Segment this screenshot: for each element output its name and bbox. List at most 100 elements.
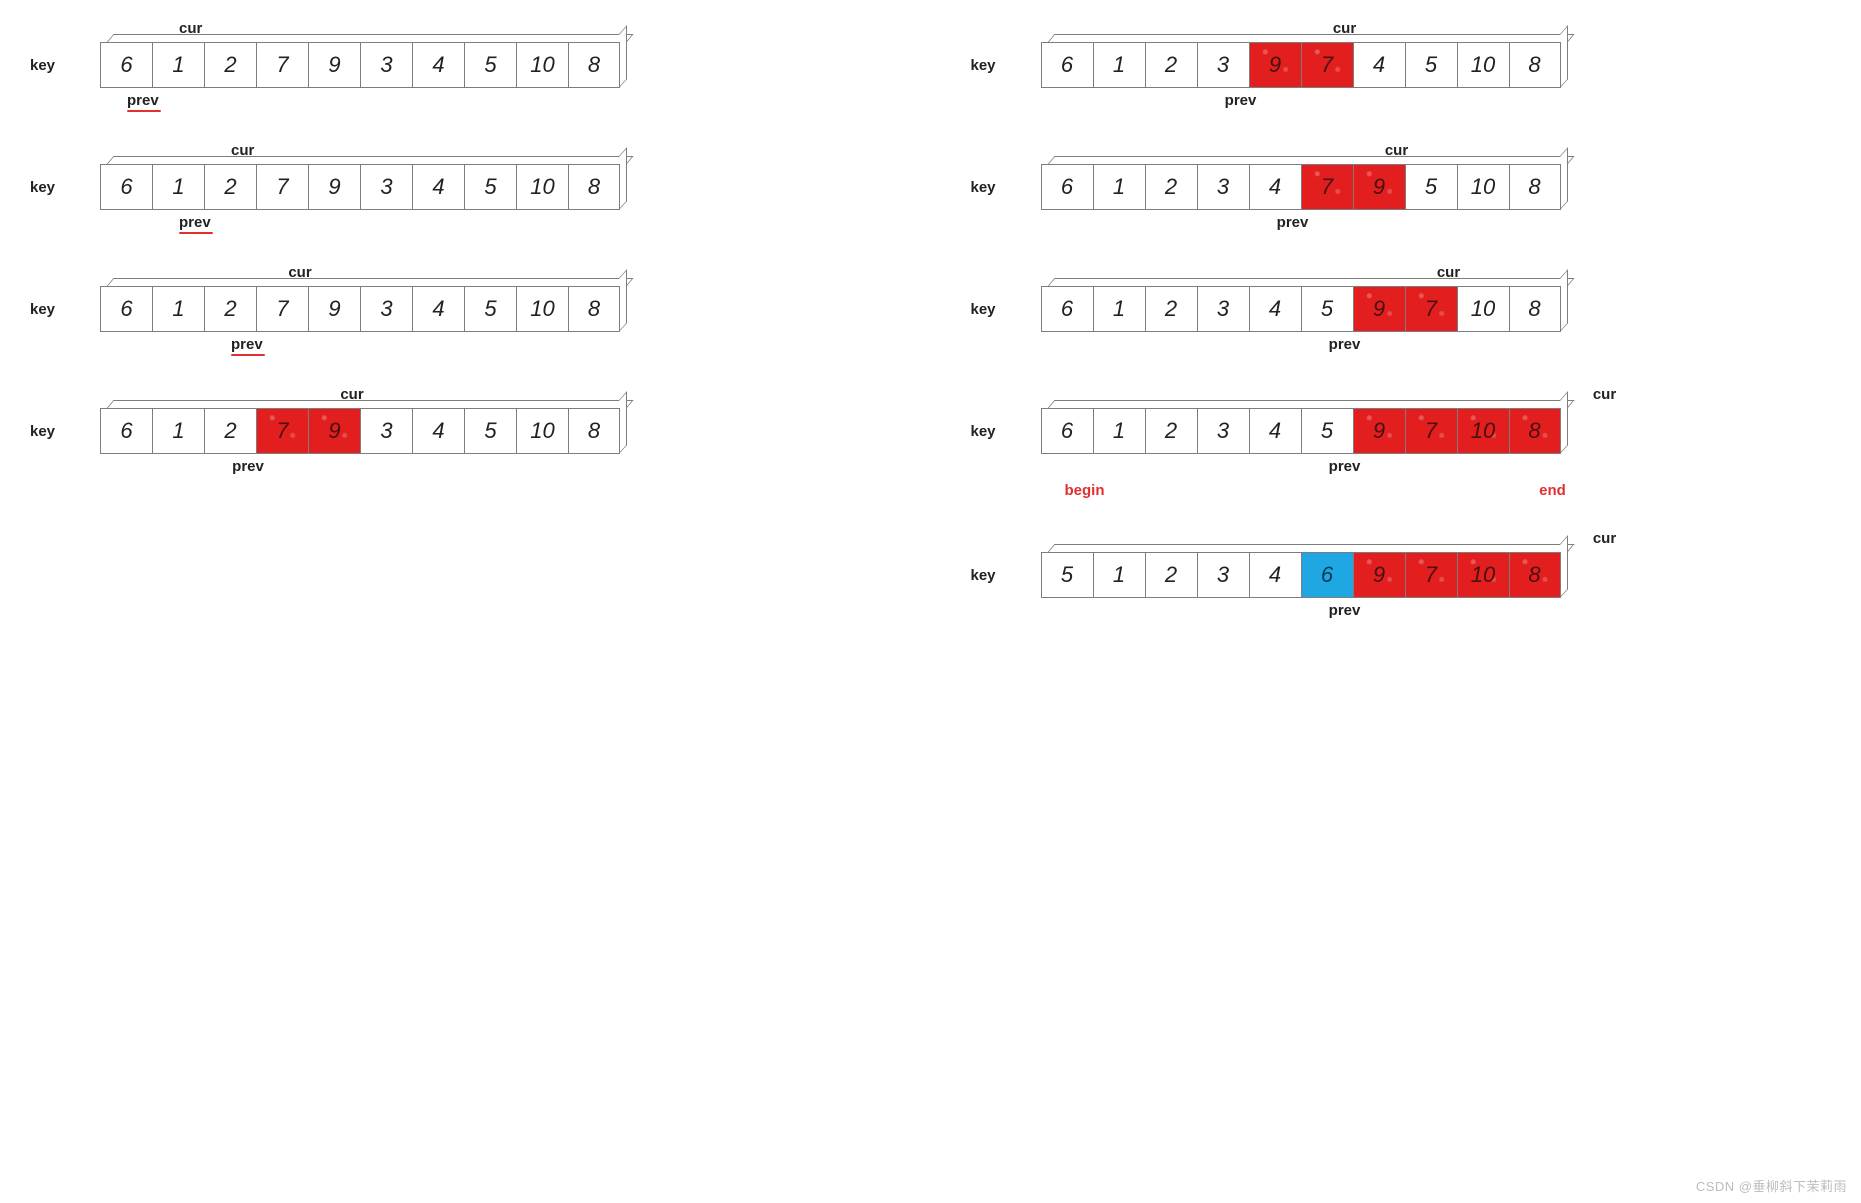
cell: 10 [516, 408, 568, 454]
prev-label-row: prev [1059, 336, 1832, 358]
prev-label-row: prev [1059, 602, 1832, 624]
cell: 7 [256, 408, 308, 454]
cell: 6 [100, 42, 152, 88]
array: 61279345108 [100, 164, 620, 210]
watermark: CSDN @垂柳斜下茉莉雨 [1696, 1176, 1847, 1195]
prev-label: prev [1329, 602, 1361, 619]
array-row: key61234795108 [971, 164, 1832, 210]
cell: 10 [1457, 286, 1509, 332]
cell: 9 [1249, 42, 1301, 88]
cell: 5 [1301, 408, 1353, 454]
cell: 6 [100, 408, 152, 454]
key-label: key [971, 301, 1041, 332]
cell: 2 [204, 164, 256, 210]
cell: 4 [1353, 42, 1405, 88]
cell: 7 [1405, 552, 1457, 598]
cell: 9 [308, 42, 360, 88]
cell: 1 [1093, 286, 1145, 332]
cell: 8 [1509, 408, 1561, 454]
cell: 9 [308, 286, 360, 332]
cell: 8 [1509, 286, 1561, 332]
cell: 5 [1041, 552, 1093, 598]
array-row: key61234597108 [971, 286, 1832, 332]
key-label: key [30, 179, 100, 210]
cell: 10 [516, 164, 568, 210]
cell: 4 [412, 42, 464, 88]
key-label: key [971, 57, 1041, 88]
right-step-4: curkey51234697108prev [971, 530, 1832, 624]
cell: 5 [464, 408, 516, 454]
array: 61239745108 [1041, 42, 1561, 88]
left-step-2: curkey61279345108prev [30, 264, 891, 358]
cell: 10 [516, 286, 568, 332]
prev-label-row: prev [118, 214, 891, 236]
cell: 10 [1457, 42, 1509, 88]
left-step-1: curkey61279345108prev [30, 142, 891, 236]
array: 51234697108 [1041, 552, 1561, 598]
cell: 6 [1041, 164, 1093, 210]
cell: 3 [1197, 552, 1249, 598]
cell: 7 [1405, 408, 1457, 454]
cell: 4 [412, 408, 464, 454]
key-label: key [971, 567, 1041, 598]
prev-label: prev [1329, 336, 1361, 353]
cell: 1 [1093, 42, 1145, 88]
prev-label-row: prev [118, 336, 891, 358]
key-label: key [971, 179, 1041, 210]
cell: 3 [360, 164, 412, 210]
cell: 9 [308, 164, 360, 210]
cell: 3 [1197, 286, 1249, 332]
key-label: key [30, 301, 100, 332]
cell: 6 [100, 164, 152, 210]
cell: 2 [1145, 42, 1197, 88]
prev-label-row: prev [1059, 458, 1832, 480]
cell: 1 [1093, 552, 1145, 598]
array: 61279345108 [100, 408, 620, 454]
prev-label: prev [232, 458, 264, 475]
cell: 3 [1197, 164, 1249, 210]
cell: 8 [1509, 42, 1561, 88]
cell: 8 [1509, 552, 1561, 598]
prev-label: prev [1277, 214, 1309, 231]
cell: 2 [204, 42, 256, 88]
cell: 3 [360, 286, 412, 332]
cell: 2 [1145, 164, 1197, 210]
array-row: key61279345108 [30, 286, 891, 332]
diagram-root: curkey61279345108prevcurkey61279345108pr… [30, 20, 1831, 652]
cell: 9 [308, 408, 360, 454]
cell: 5 [1405, 164, 1457, 210]
cell: 8 [568, 408, 620, 454]
cell: 6 [1041, 42, 1093, 88]
cell: 8 [1509, 164, 1561, 210]
prev-label: prev [1225, 92, 1257, 109]
cell: 2 [204, 408, 256, 454]
prev-label-row: prev [1059, 92, 1832, 114]
array-row: key61279345108 [30, 164, 891, 210]
array: 61279345108 [100, 286, 620, 332]
prev-label: prev [1329, 458, 1361, 475]
array-row: key61239745108 [971, 42, 1832, 88]
cell: 10 [516, 42, 568, 88]
array-row: key51234697108 [971, 552, 1832, 598]
array-row: key61279345108 [30, 42, 891, 88]
cell: 5 [464, 164, 516, 210]
prev-label: prev [179, 214, 213, 234]
cell: 10 [1457, 164, 1509, 210]
right-column: curkey61239745108prevcurkey61234795108pr… [971, 20, 1832, 652]
cell: 4 [412, 164, 464, 210]
cell: 4 [1249, 164, 1301, 210]
cell: 6 [1301, 552, 1353, 598]
cell: 7 [1405, 286, 1457, 332]
left-step-0: curkey61279345108prev [30, 20, 891, 114]
cell: 1 [1093, 408, 1145, 454]
cell: 5 [464, 42, 516, 88]
cell: 6 [1041, 408, 1093, 454]
key-label: key [30, 57, 100, 88]
array-row: key61279345108 [30, 408, 891, 454]
cell: 8 [568, 286, 620, 332]
cell: 4 [1249, 286, 1301, 332]
begin-label: begin [1065, 482, 1105, 499]
cell: 1 [152, 286, 204, 332]
cell: 2 [1145, 552, 1197, 598]
prev-label: prev [231, 336, 265, 356]
